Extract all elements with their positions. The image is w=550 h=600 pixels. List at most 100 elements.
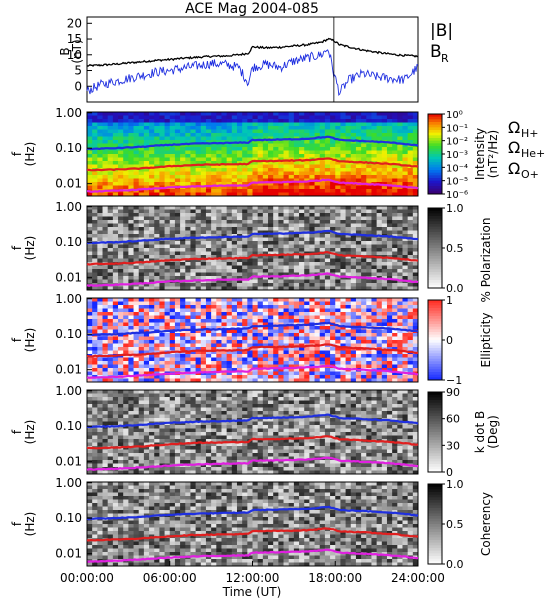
- heatmap-cell: [283, 326, 290, 330]
- heatmap-cell: [190, 390, 197, 394]
- heatmap-cell: [381, 209, 388, 214]
- heatmap-cell: [112, 126, 119, 130]
- heatmap-cell: [211, 361, 217, 365]
- heatmap-cell: [283, 161, 290, 165]
- heatmap-cell: [112, 350, 119, 355]
- heatmap-cell: [392, 329, 398, 334]
- heatmap-cell: [169, 364, 176, 369]
- heatmap-cell: [97, 161, 103, 165]
- heatmap-cell: [340, 308, 346, 313]
- heatmap-cell: [97, 322, 103, 327]
- heatmap-cell: [169, 119, 176, 123]
- heatmap-cell: [190, 175, 197, 179]
- heatmap-cell: [361, 150, 367, 155]
- heatmap-cell: [371, 223, 378, 228]
- heatmap-cell: [133, 368, 140, 372]
- heatmap-cell: [143, 357, 150, 362]
- heatmap-cell: [350, 301, 357, 306]
- heatmap-cell: [407, 390, 414, 394]
- heatmap-cell: [257, 182, 264, 186]
- heatmap-cell: [247, 171, 253, 176]
- heatmap-cell: [174, 368, 181, 372]
- heatmap-cell: [257, 265, 264, 270]
- heatmap-cell: [324, 298, 331, 302]
- heatmap-cell: [257, 390, 264, 394]
- heatmap-cell: [87, 269, 93, 273]
- heatmap-cell: [361, 361, 367, 365]
- heatmap-cell: [268, 122, 274, 127]
- heatmap-cell: [112, 175, 119, 179]
- heatmap-cell: [107, 251, 114, 256]
- heatmap-cell: [97, 279, 103, 284]
- heatmap-cell: [102, 298, 109, 302]
- heatmap-cell: [154, 213, 160, 217]
- heatmap-cell: [262, 251, 269, 256]
- heatmap-cell: [231, 276, 238, 280]
- heatmap-cell: [102, 255, 109, 259]
- heatmap-cell: [102, 340, 109, 344]
- heatmap-cell: [236, 343, 243, 348]
- heatmap-cell: [288, 308, 295, 313]
- colorbar-tick-label: 0: [446, 334, 453, 347]
- heatmap-cell: [335, 390, 341, 394]
- heatmap-cell: [299, 223, 305, 228]
- heatmap-cell: [361, 133, 367, 137]
- heatmap-cell: [236, 154, 243, 158]
- heatmap-cell: [87, 154, 93, 158]
- heatmap-cell: [319, 378, 326, 383]
- heatmap-cell: [278, 157, 284, 162]
- heatmap-cell: [350, 364, 357, 369]
- heatmap-cell: [355, 168, 362, 172]
- heatmap-cell: [231, 175, 238, 179]
- heatmap-cell: [381, 315, 388, 320]
- heatmap-cell: [180, 347, 186, 351]
- heatmap-cell: [205, 262, 212, 266]
- heatmap-cell: [236, 147, 243, 151]
- heatmap-cell: [299, 216, 305, 221]
- heatmap-cell: [262, 241, 269, 245]
- heatmap-cell: [407, 262, 414, 266]
- heatmap-cell: [335, 182, 341, 186]
- heatmap-cell: [366, 237, 372, 242]
- heatmap-cell: [309, 192, 315, 197]
- heatmap-cell: [164, 312, 171, 316]
- heatmap-cell: [371, 371, 378, 376]
- heatmap-cell: [407, 375, 414, 379]
- colorbar-tick-label: 10⁻⁵: [446, 177, 468, 188]
- heatmap-cell: [397, 164, 403, 169]
- heatmap-cell: [138, 364, 145, 369]
- heatmap-cell: [293, 223, 300, 228]
- heatmap-cell: [376, 237, 383, 242]
- heatmap-cell: [381, 361, 388, 365]
- heatmap-cell: [345, 354, 352, 358]
- heatmap-cell: [128, 371, 134, 376]
- heatmap-cell: [268, 390, 274, 394]
- heatmap-cell: [288, 244, 295, 249]
- heatmap-cell: [402, 234, 409, 238]
- heatmap-cell: [386, 390, 393, 394]
- heatmap-cell: [154, 189, 160, 193]
- heatmap-cell: [376, 171, 383, 176]
- heatmap-cell: [278, 393, 284, 398]
- heatmap-cell: [381, 301, 388, 306]
- heatmap-cell: [205, 255, 212, 259]
- heatmap-cell: [314, 164, 321, 169]
- heatmap-cell: [345, 322, 352, 327]
- heatmap-cell: [314, 397, 321, 401]
- heatmap-cell: [154, 230, 160, 235]
- heatmap-cell: [123, 182, 129, 186]
- heatmap-cell: [112, 157, 119, 162]
- heatmap-cell: [107, 258, 114, 263]
- heatmap-cell: [355, 390, 362, 394]
- heatmap-cell: [128, 361, 134, 365]
- heatmap-cell: [361, 258, 367, 263]
- heatmap-cell: [123, 258, 129, 263]
- heatmap-cell: [107, 192, 114, 197]
- heatmap-cell: [386, 150, 393, 155]
- heatmap-cell: [407, 136, 414, 141]
- heatmap-cell: [180, 147, 186, 151]
- heatmap-cell: [169, 322, 176, 327]
- heatmap-cell: [381, 269, 388, 273]
- heatmap-cell: [123, 154, 129, 158]
- colorbar-segment: [428, 216, 442, 220]
